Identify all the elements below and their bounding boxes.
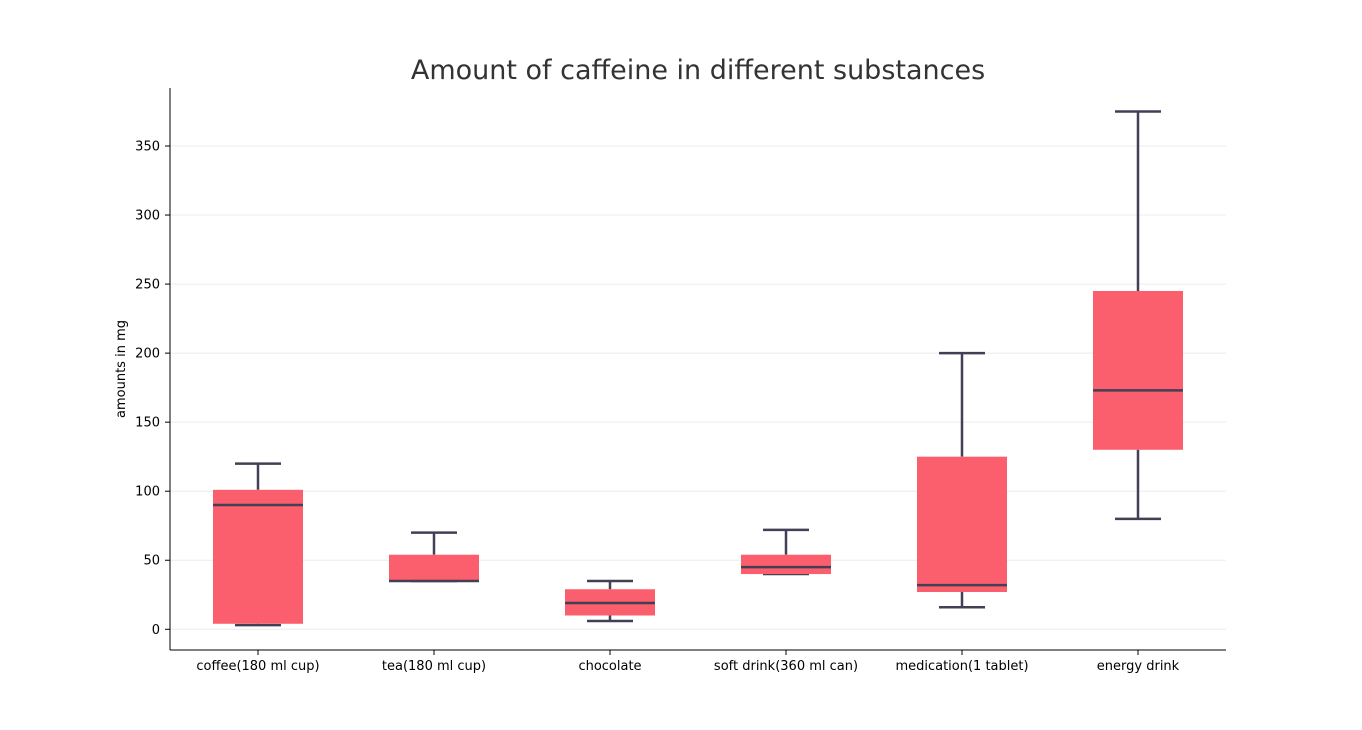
y-tick-label: 50 [143, 554, 160, 569]
axes [165, 88, 1226, 655]
box-group [213, 462, 303, 627]
y-tick-label: 100 [135, 485, 160, 500]
box-group [565, 579, 655, 623]
x-tick-label: energy drink [1097, 659, 1180, 674]
box-group [741, 528, 831, 576]
y-tick-label: 300 [135, 209, 160, 224]
boxes [213, 110, 1183, 627]
chart-title: Amount of caffeine in different substanc… [411, 55, 985, 86]
y-tick-label: 350 [135, 139, 160, 154]
y-tick-label: 0 [152, 623, 160, 638]
tick-labels: 0 50 100 150 200 250 300 350 coffee(180 ml cup) t… [135, 139, 1180, 674]
y-tick-label: 150 [135, 416, 160, 431]
box-iqr [1093, 290, 1183, 450]
box-iqr [213, 489, 303, 624]
x-tick-label: chocolate [578, 659, 641, 674]
box-group [389, 531, 479, 583]
x-tick-label: soft drink(360 ml can) [714, 659, 858, 674]
box-iqr [917, 456, 1007, 593]
grid-lines [170, 145, 1226, 630]
x-tick-label: coffee(180 ml cup) [196, 659, 319, 674]
x-tick-label: tea(180 ml cup) [382, 659, 486, 674]
x-tick-label: medication(1 tablet) [895, 659, 1028, 674]
box-group [1093, 110, 1183, 521]
box-group [917, 351, 1007, 609]
box-iqr [741, 554, 831, 575]
y-axis-label: amounts in mg [114, 320, 129, 418]
y-tick-label: 250 [135, 278, 160, 293]
box-iqr [389, 554, 479, 581]
y-tick-label: 200 [135, 347, 160, 362]
